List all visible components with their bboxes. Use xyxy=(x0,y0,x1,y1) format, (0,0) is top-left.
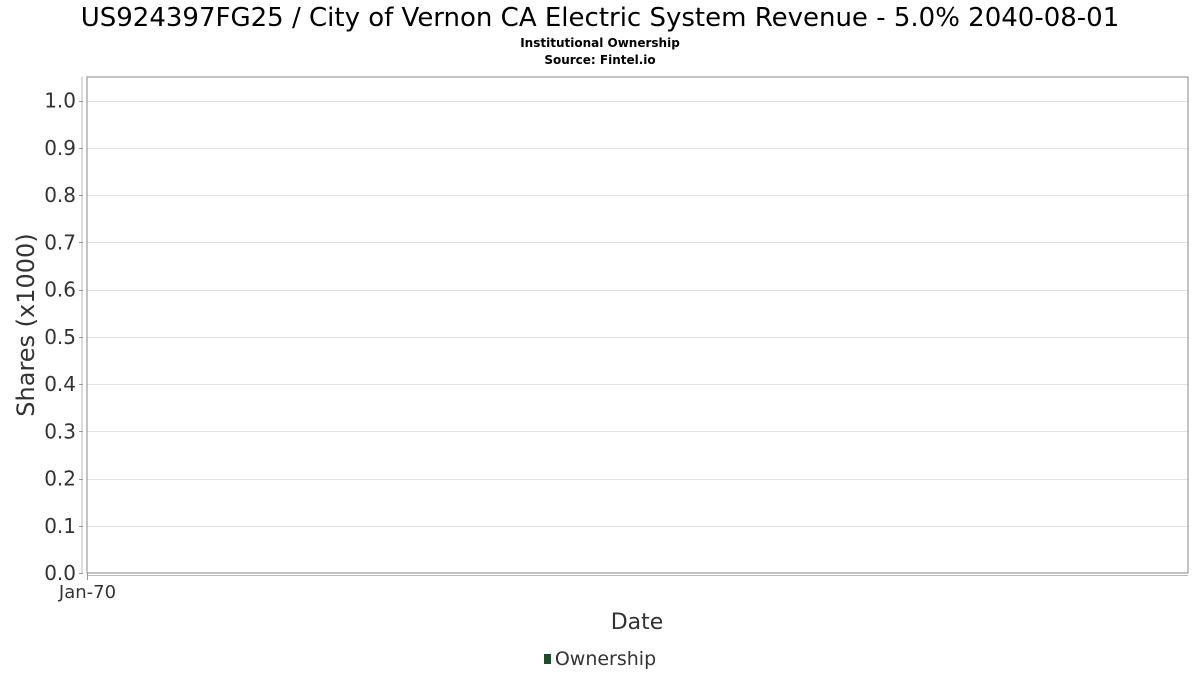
y-tick-label: 0.2 xyxy=(44,467,76,491)
legend-label-ownership: Ownership xyxy=(554,648,657,670)
x-tick-label: Jan-70 xyxy=(58,582,116,603)
y-tick-label: 0.4 xyxy=(44,372,76,396)
chart-source: Source: Fintel.io xyxy=(544,53,656,67)
y-axis-ticks: 0.0 0.1 0.2 0.3 0.4 0.5 0.6 0.7 0.8 0.9 1.0 xyxy=(44,89,83,585)
y-tick-label: 0.6 xyxy=(44,278,76,302)
chart-subtitle: Institutional Ownership xyxy=(520,36,680,50)
y-tick-label: 0.3 xyxy=(44,419,76,443)
grid-lines xyxy=(87,101,1188,527)
y-tick-label: 0.1 xyxy=(44,514,76,538)
chart-title: US924397FG25 / City of Vernon CA Electri… xyxy=(80,3,1120,33)
x-axis-label: Date xyxy=(611,610,664,635)
y-tick-label: 0.7 xyxy=(44,230,76,254)
y-tick-label: 0.5 xyxy=(44,325,76,349)
y-axis-label: Shares (x1000) xyxy=(12,233,40,416)
legend-swatch-ownership xyxy=(543,654,551,664)
x-axis-ticks: Jan-70 xyxy=(58,573,116,603)
plot-area-frame xyxy=(86,76,1189,574)
y-tick-label: 0.8 xyxy=(44,183,76,207)
legend: Ownership xyxy=(0,648,1200,670)
y-tick-label: 0.9 xyxy=(44,136,76,160)
y-tick-label: 1.0 xyxy=(44,89,76,113)
y-tick-label: 0.0 xyxy=(44,561,76,585)
